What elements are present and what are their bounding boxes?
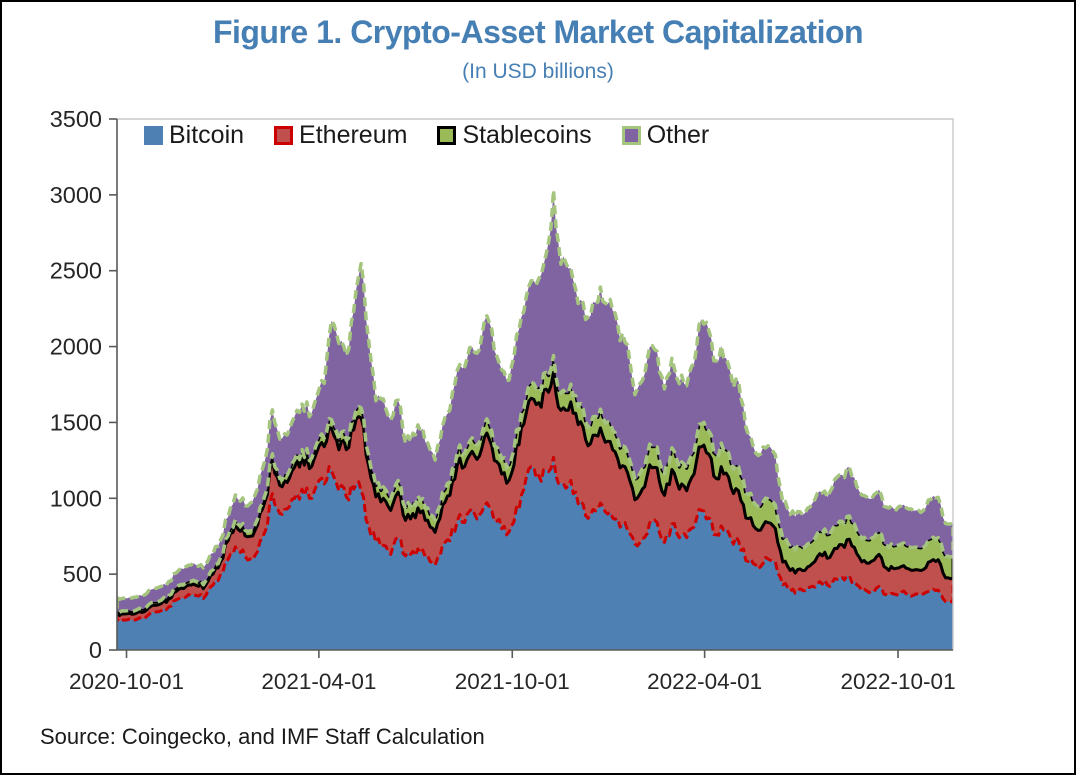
legend-label-bitcoin: Bitcoin	[169, 121, 245, 149]
x-axis-label: 2021-04-01	[261, 669, 376, 694]
y-axis-label: 2500	[50, 258, 102, 284]
bitcoin-swatch-icon	[144, 126, 163, 145]
y-axis-label: 1500	[50, 409, 102, 435]
legend-item-bitcoin: Bitcoin	[144, 121, 244, 150]
y-axis-label: 500	[63, 561, 102, 587]
ethereum-swatch-icon	[274, 126, 294, 145]
x-axis-label: 2022-04-01	[647, 669, 762, 694]
y-axis-label: 2000	[50, 334, 102, 360]
y-axis-label: 0	[89, 637, 102, 663]
figure-title: Figure 1. Crypto-Asset Market Capitaliza…	[212, 14, 864, 50]
axis-lines	[116, 119, 953, 651]
plot-area	[117, 188, 953, 650]
legend-item-ethereum: Ethereum	[274, 121, 407, 150]
x-axis-label: 2020-10-01	[69, 669, 184, 694]
x-axis-label: 2021-10-01	[455, 669, 570, 694]
legend-label-other: Other	[646, 121, 710, 149]
x-axis-label: 2022-10-01	[840, 669, 955, 694]
legend-item-stablecoins: Stablecoins	[437, 121, 592, 150]
stablecoins-swatch-icon	[437, 126, 457, 145]
chart-legend: Bitcoin Ethereum Stablecoins Other	[144, 121, 709, 150]
legend-label-ethereum: Ethereum	[299, 121, 408, 149]
y-axis-label: 1000	[50, 485, 102, 511]
other-swatch-icon	[621, 126, 641, 145]
y-axis-label: 3500	[50, 106, 102, 132]
y-axis-label: 3000	[50, 182, 102, 208]
area-other	[117, 188, 953, 615]
plot-border	[117, 118, 954, 650]
source-note: Source: Coingecko, and IMF Staff Calcula…	[40, 724, 485, 749]
legend-label-stablecoins: Stablecoins	[462, 121, 592, 149]
legend-item-other: Other	[621, 121, 710, 150]
figure-subtitle: (In USD billions)	[462, 60, 614, 83]
